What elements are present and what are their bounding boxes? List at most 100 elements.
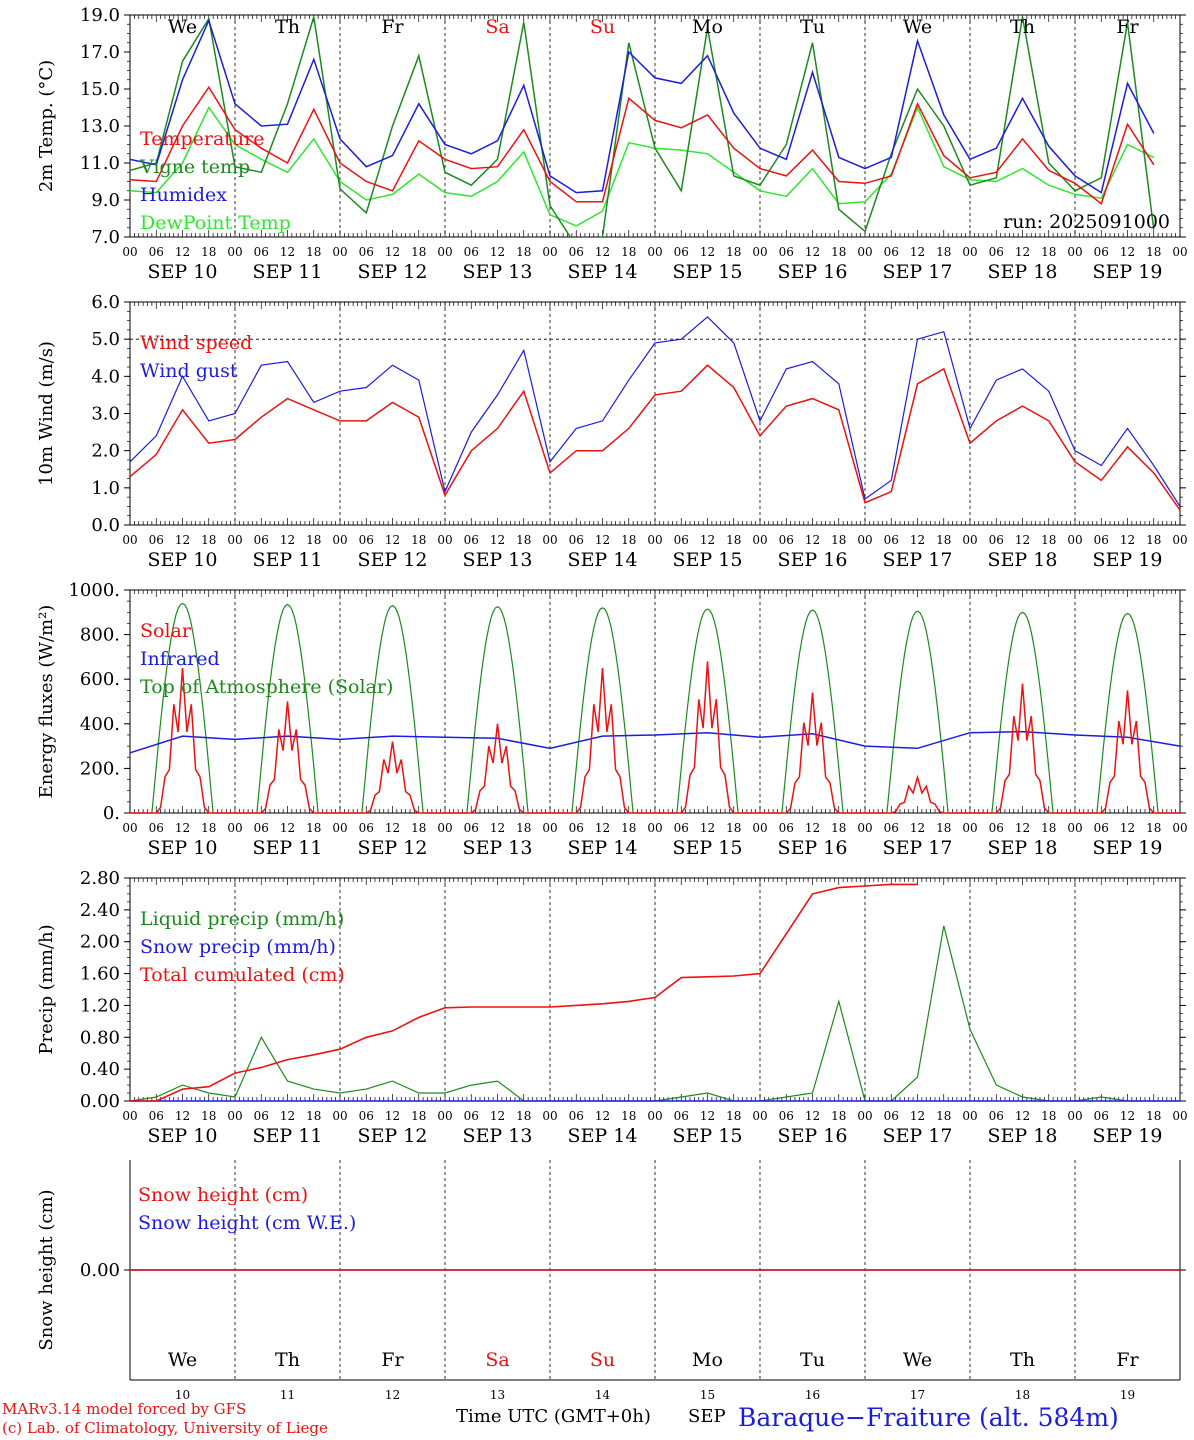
- x-tick-label: 00: [962, 245, 977, 259]
- x-tick-label: 18: [411, 821, 426, 835]
- x-tick-label: 12: [280, 245, 295, 259]
- x-tick-label: 06: [989, 821, 1004, 835]
- day-number-label: 13: [490, 1388, 505, 1402]
- x-day-label: SEP 17: [883, 261, 953, 283]
- x-tick-label: 00: [857, 821, 872, 835]
- y-tick-label: 800.: [80, 625, 120, 646]
- x-tick-label: 12: [700, 1109, 715, 1123]
- x-tick-label: 12: [1015, 821, 1030, 835]
- x-day-label: SEP 14: [568, 1125, 638, 1147]
- x-tick-label: 00: [1172, 245, 1187, 259]
- x-tick-label: 06: [254, 245, 269, 259]
- y-axis-label-2: 10m Wind (m/s): [36, 341, 57, 486]
- weekday-label: Th: [1010, 1349, 1035, 1371]
- x-tick-label: 18: [621, 533, 636, 547]
- x-tick-label: 12: [910, 821, 925, 835]
- x-tick-label: 12: [805, 1109, 820, 1123]
- x-tick-label: 06: [569, 821, 584, 835]
- day-number-label: 12: [385, 1388, 400, 1402]
- x-tick-label: 12: [1015, 1109, 1030, 1123]
- x-tick-label: 18: [306, 821, 321, 835]
- x-tick-label: 00: [647, 533, 662, 547]
- y-tick-label: 15.0: [80, 79, 120, 100]
- x-tick-label: 06: [464, 1109, 479, 1123]
- x-tick-label: 06: [464, 821, 479, 835]
- x-tick-label: 18: [1146, 821, 1161, 835]
- x-tick-label: 18: [936, 245, 951, 259]
- month-label: SEP: [688, 1406, 726, 1427]
- x-day-label: SEP 11: [253, 549, 323, 571]
- x-tick-label: 18: [831, 533, 846, 547]
- x-tick-label: 18: [1146, 1109, 1161, 1123]
- x-day-label: SEP 19: [1093, 837, 1163, 859]
- x-tick-label: 06: [779, 1109, 794, 1123]
- x-tick-label: 00: [962, 821, 977, 835]
- x-tick-label: 06: [1094, 533, 1109, 547]
- x-tick-label: 06: [149, 245, 164, 259]
- series-line-wind-speed: [129, 364, 1181, 511]
- x-tick-label: 00: [857, 1109, 872, 1123]
- x-tick-label: 06: [989, 245, 1004, 259]
- x-tick-label: 00: [332, 533, 347, 547]
- x-tick-label: 12: [595, 1109, 610, 1123]
- legend-entry-wind-gust: Wind gust: [140, 360, 238, 382]
- weekday-label: Th: [1010, 16, 1035, 38]
- x-tick-label: 06: [884, 245, 899, 259]
- x-tick-label: 06: [254, 533, 269, 547]
- y-tick-label: 11.0: [80, 153, 120, 174]
- y-tick-label: 2.40: [80, 900, 120, 921]
- x-tick-label: 06: [989, 533, 1004, 547]
- x-tick-label: 06: [1094, 821, 1109, 835]
- x-day-label: SEP 11: [253, 1125, 323, 1147]
- legend-entry-solar: Solar: [140, 620, 192, 642]
- x-day-label: SEP 12: [358, 549, 428, 571]
- y-tick-label: 1.0: [91, 478, 120, 499]
- day-number-label: 11: [280, 1388, 295, 1402]
- x-tick-label: 18: [516, 533, 531, 547]
- x-tick-label: 18: [831, 245, 846, 259]
- x-tick-label: 06: [569, 1109, 584, 1123]
- x-day-label: SEP 10: [148, 837, 218, 859]
- y-tick-label: 1000.: [68, 580, 120, 601]
- x-day-label: SEP 11: [253, 261, 323, 283]
- x-tick-label: 00: [332, 245, 347, 259]
- legend-entry-total-cumulated-cm: Total cumulated (cm): [140, 964, 345, 986]
- x-tick-label: 12: [385, 1109, 400, 1123]
- x-tick-label: 00: [122, 1109, 137, 1123]
- x-tick-label: 18: [936, 821, 951, 835]
- y-tick-label: 1.20: [80, 995, 120, 1016]
- y-axis-label-4: Precip (mm/h): [36, 924, 57, 1054]
- x-tick-label: 18: [1041, 245, 1056, 259]
- x-day-label: SEP 19: [1093, 549, 1163, 571]
- x-tick-label: 18: [726, 1109, 741, 1123]
- x-tick-label: 18: [201, 245, 216, 259]
- x-tick-label: 12: [595, 245, 610, 259]
- x-day-label: SEP 13: [463, 1125, 533, 1147]
- y-tick-label: 0.00: [80, 1260, 120, 1281]
- x-tick-label: 00: [227, 1109, 242, 1123]
- lab-credit: (c) Lab. of Climatology, University of L…: [2, 1419, 328, 1437]
- y-tick-label: 2.80: [80, 868, 120, 889]
- x-tick-label: 18: [516, 1109, 531, 1123]
- x-tick-label: 18: [1041, 533, 1056, 547]
- x-day-label: SEP 13: [463, 261, 533, 283]
- x-tick-label: 00: [962, 533, 977, 547]
- x-tick-label: 00: [227, 533, 242, 547]
- x-day-label: SEP 12: [358, 1125, 428, 1147]
- x-tick-label: 06: [884, 821, 899, 835]
- series-line-total-cumulated: [130, 883, 918, 1102]
- day-number-label: 16: [805, 1388, 820, 1402]
- x-tick-label: 00: [857, 245, 872, 259]
- weekday-label: Sa: [485, 16, 509, 38]
- x-tick-label: 06: [569, 533, 584, 547]
- x-tick-label: 00: [227, 245, 242, 259]
- y-tick-label: 19.0: [80, 5, 120, 26]
- x-tick-label: 00: [1067, 1109, 1082, 1123]
- x-tick-label: 00: [542, 821, 557, 835]
- x-tick-label: 18: [201, 1109, 216, 1123]
- weekday-label: Sa: [485, 1349, 509, 1371]
- series-line-humidex: [130, 18, 1155, 194]
- x-tick-label: 06: [359, 533, 374, 547]
- x-day-label: SEP 17: [883, 837, 953, 859]
- x-tick-label: 18: [411, 245, 426, 259]
